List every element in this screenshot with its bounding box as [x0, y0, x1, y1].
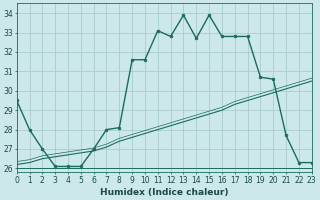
X-axis label: Humidex (Indice chaleur): Humidex (Indice chaleur)	[100, 188, 228, 197]
